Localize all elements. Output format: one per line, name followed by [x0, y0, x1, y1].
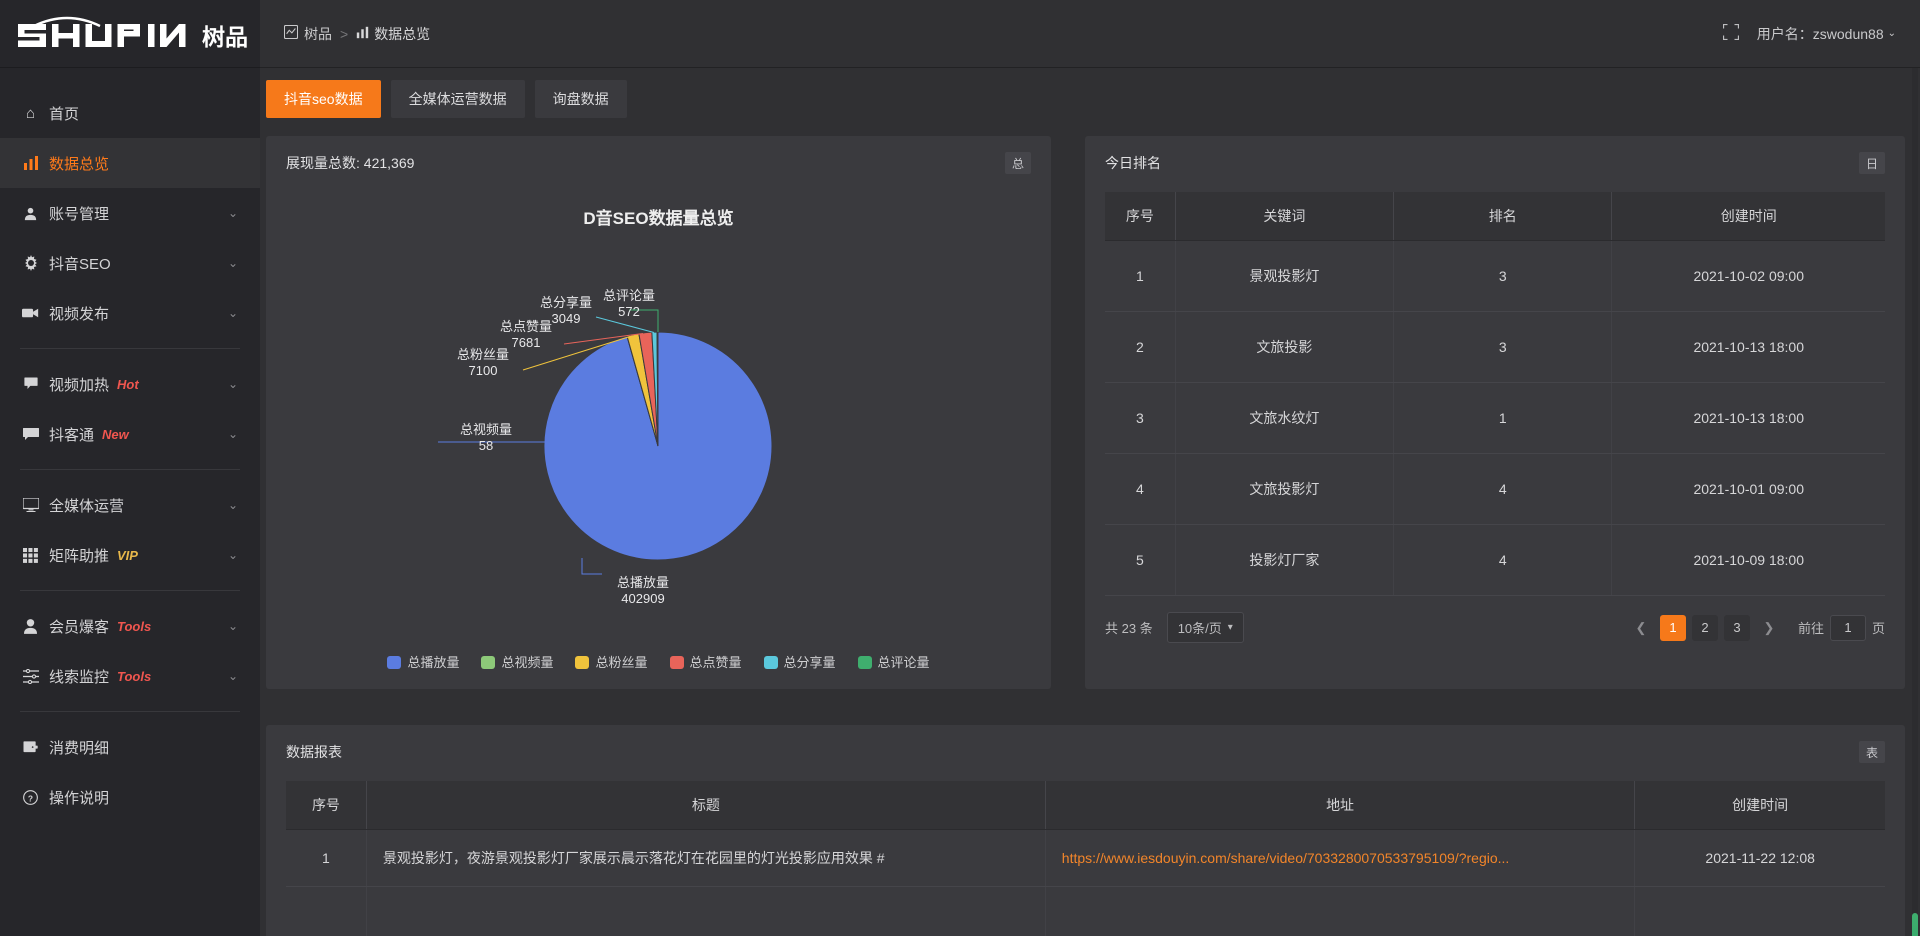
svg-text:总分享量: 总分享量 — [540, 295, 592, 310]
svg-text:3049: 3049 — [552, 311, 581, 326]
svg-text:7681: 7681 — [512, 335, 541, 350]
svg-text:402909: 402909 — [621, 591, 664, 606]
svg-text:572: 572 — [618, 304, 640, 319]
svg-text:58: 58 — [479, 438, 493, 453]
svg-text:树品: 树品 — [202, 24, 248, 50]
svg-text:总点赞量: 总点赞量 — [500, 319, 552, 334]
svg-text:总评论量: 总评论量 — [603, 288, 655, 303]
svg-text:?: ? — [28, 793, 33, 803]
svg-text:7100: 7100 — [469, 363, 498, 378]
svg-text:总播放量: 总播放量 — [617, 575, 669, 590]
svg-text:总粉丝量: 总粉丝量 — [457, 347, 509, 362]
svg-text:总视频量: 总视频量 — [460, 422, 512, 437]
